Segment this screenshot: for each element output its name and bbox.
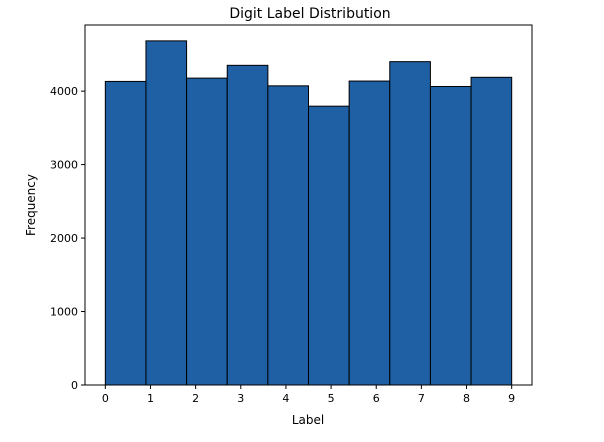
y-tick-label-1: 1000 xyxy=(50,306,78,319)
y-tick-label-2: 2000 xyxy=(50,232,78,245)
chart-title: Digit Label Distribution xyxy=(229,6,390,22)
x-tick-label-5: 5 xyxy=(328,392,335,405)
x-tick-label-8: 8 xyxy=(463,392,470,405)
x-tick-label-2: 2 xyxy=(192,392,199,405)
plot-frame xyxy=(84,24,533,386)
x-axis-ticks: 0 1 2 3 4 5 6 7 8 9 xyxy=(102,385,515,405)
y-axis-ticks: 0 1000 2000 3000 4000 xyxy=(50,85,85,392)
histogram-bar-2 xyxy=(186,77,228,386)
histogram-bar-0 xyxy=(104,80,147,386)
histogram-bar-9 xyxy=(470,76,513,386)
histogram-bar-1 xyxy=(145,40,188,386)
histogram-bar-5 xyxy=(308,105,350,386)
x-tick-label-0: 0 xyxy=(102,392,109,405)
x-tick-label-7: 7 xyxy=(418,392,425,405)
x-tick-label-1: 1 xyxy=(147,392,154,405)
y-axis-label: Frequency xyxy=(24,174,38,236)
histogram-bar-7 xyxy=(389,61,431,386)
x-tick-label-3: 3 xyxy=(237,392,244,405)
y-tick-label-0: 0 xyxy=(71,379,78,392)
histogram-bar-6 xyxy=(348,80,391,386)
y-tick-label-3: 3000 xyxy=(50,159,78,172)
y-tick-label-4: 4000 xyxy=(50,85,78,98)
x-tick-label-6: 6 xyxy=(373,392,380,405)
x-axis-label: Label xyxy=(292,413,324,427)
x-tick-label-9: 9 xyxy=(508,392,515,405)
histogram-bar-3 xyxy=(226,64,269,386)
histogram-bar-4 xyxy=(267,85,309,386)
x-tick-label-4: 4 xyxy=(282,392,289,405)
histogram-bar-8 xyxy=(429,85,472,386)
bars-group xyxy=(104,40,513,386)
